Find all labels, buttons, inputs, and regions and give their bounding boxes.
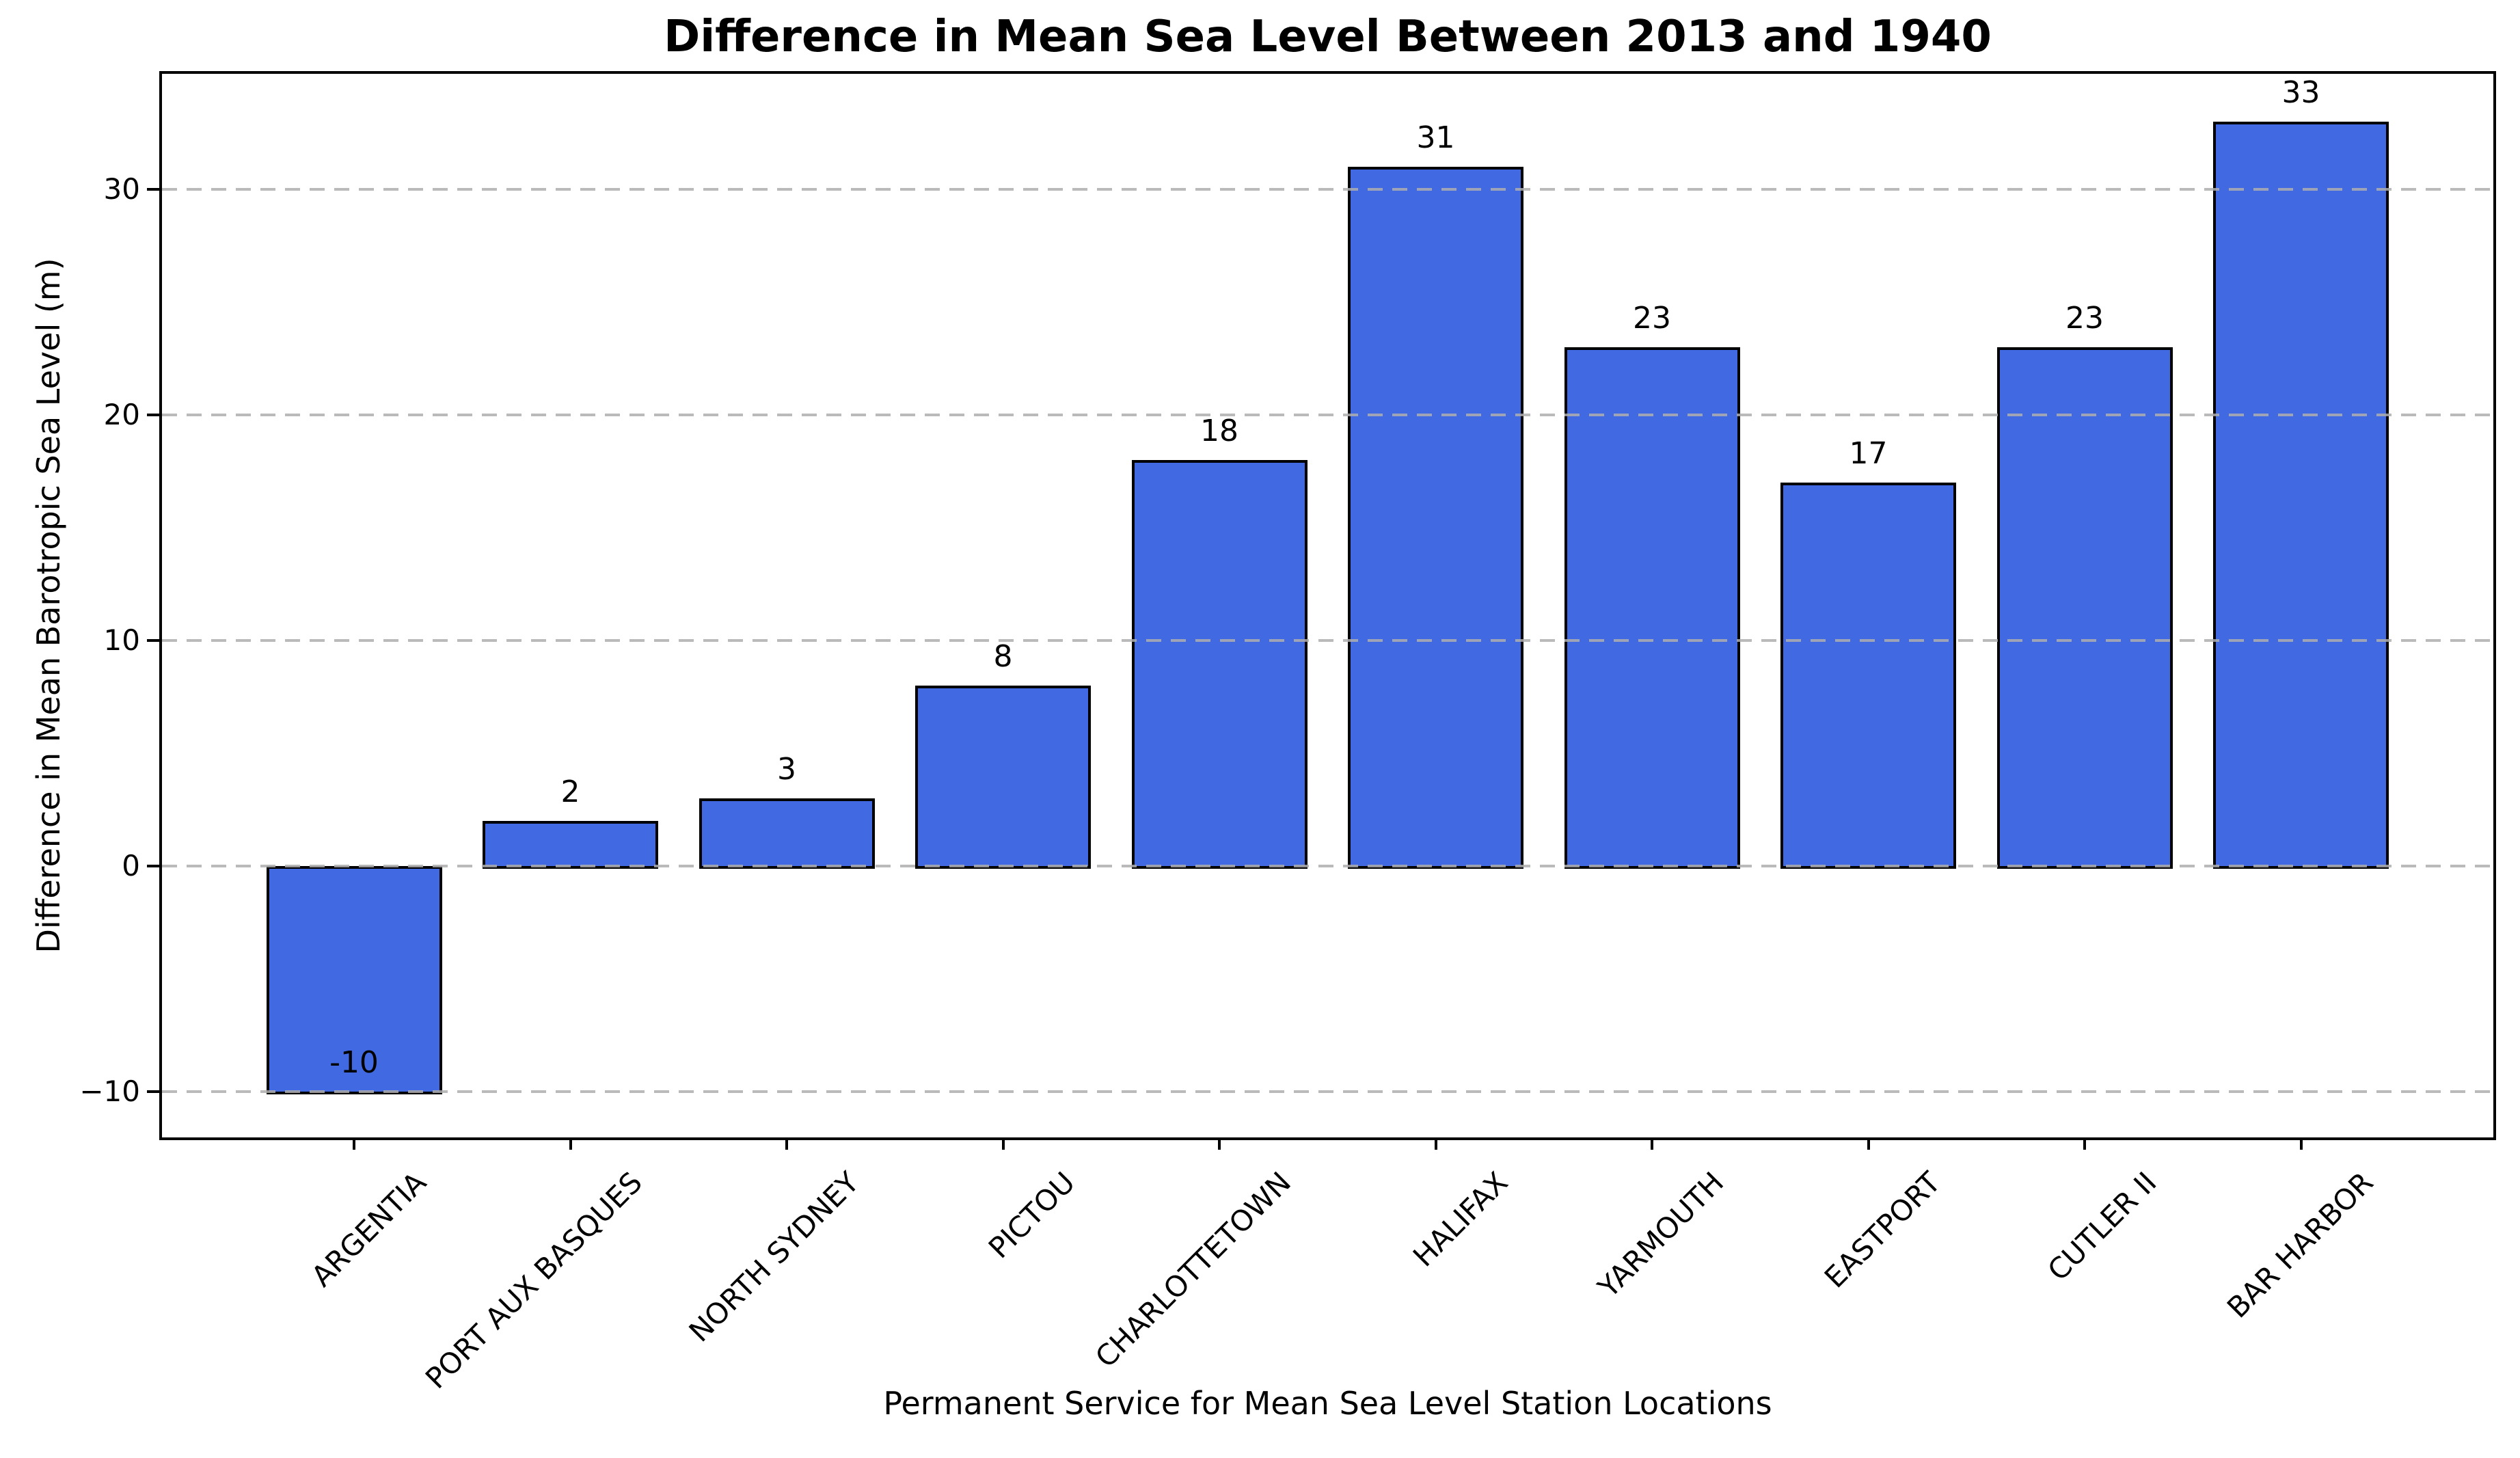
x-tick	[569, 1137, 572, 1150]
bar-eastport	[1780, 483, 1956, 869]
y-tick-label: 10	[103, 623, 140, 657]
x-tick-label-port-aux-basques: PORT AUX BASQUES	[419, 1165, 649, 1396]
y-tick	[147, 865, 161, 867]
y-tick	[147, 188, 161, 191]
bar-value-label: 8	[993, 639, 1013, 674]
bar-halifax	[1348, 167, 1523, 869]
plot-inner-layer: -10 2 3 8 18 31 23 17 23 33	[162, 74, 2493, 1137]
y-tick	[147, 414, 161, 416]
bar-value-label: 31	[1416, 120, 1455, 155]
bar-argentia	[266, 866, 442, 1094]
x-tick	[1001, 1137, 1005, 1150]
y-tick-label: 20	[103, 398, 140, 431]
x-tick-label-yarmouth: YARMOUTH	[1591, 1165, 1731, 1304]
gridline-y-0	[162, 865, 2493, 867]
bar-port-aux-basques	[483, 821, 658, 869]
x-tick-label-pictou: PICTOU	[981, 1165, 1082, 1265]
bar-value-label: 3	[777, 752, 796, 787]
x-tick	[785, 1137, 788, 1150]
bar-yarmouth	[1564, 347, 1740, 869]
x-tick	[1651, 1137, 1653, 1150]
x-tick-label-eastport: EASTPORT	[1817, 1165, 1947, 1295]
chart-title: Difference in Mean Sea Level Between 201…	[664, 12, 1992, 62]
plot-area: -10 2 3 8 18 31 23 17 23 33	[159, 71, 2496, 1140]
y-tick	[147, 639, 161, 642]
x-tick	[1218, 1137, 1221, 1150]
x-tick-label-halifax: HALIFAX	[1406, 1165, 1515, 1273]
bar-value-label: 2	[560, 774, 580, 809]
bar-north-sydney	[699, 798, 875, 869]
y-tick-label: −10	[79, 1075, 140, 1108]
x-tick-label-bar-harbor: BAR HARBOR	[2220, 1165, 2380, 1325]
bar-value-label: 17	[1849, 436, 1888, 471]
x-tick	[1867, 1137, 1870, 1150]
bar-value-label: -10	[329, 1045, 379, 1080]
gridline-y-20	[162, 414, 2493, 416]
x-tick-label-argentia: ARGENTIA	[304, 1165, 433, 1293]
bar-cutler-ii	[1996, 347, 2173, 869]
bar-value-label: 33	[2281, 75, 2320, 110]
x-tick	[1434, 1137, 1437, 1150]
x-tick	[353, 1137, 355, 1150]
x-axis-label: Permanent Service for Mean Sea Level Sta…	[883, 1385, 1772, 1422]
bar-pictou	[915, 686, 1091, 869]
x-tick-label-charlottetown: CHARLOTTETOWN	[1089, 1165, 1298, 1375]
x-tick	[2083, 1137, 2086, 1150]
y-tick-label: 30	[103, 172, 140, 206]
x-tick-label-north-sydney: NORTH SYDNEY	[682, 1165, 865, 1349]
y-tick-label: 0	[122, 849, 140, 882]
bar-charlottetown	[1131, 460, 1308, 869]
gridline-y-30	[162, 188, 2493, 191]
bar-value-label: 18	[1200, 414, 1238, 448]
gridline-y-10	[162, 639, 2493, 642]
bar-value-label: 23	[1633, 301, 1671, 336]
bar-bar-harbor	[2213, 122, 2389, 869]
y-tick	[147, 1090, 161, 1093]
x-tick	[2299, 1137, 2303, 1150]
bar-value-label: 23	[2065, 301, 2104, 336]
gridline-y--10	[162, 1090, 2493, 1093]
x-tick-label-cutler-ii: CUTLER II	[2041, 1165, 2163, 1288]
